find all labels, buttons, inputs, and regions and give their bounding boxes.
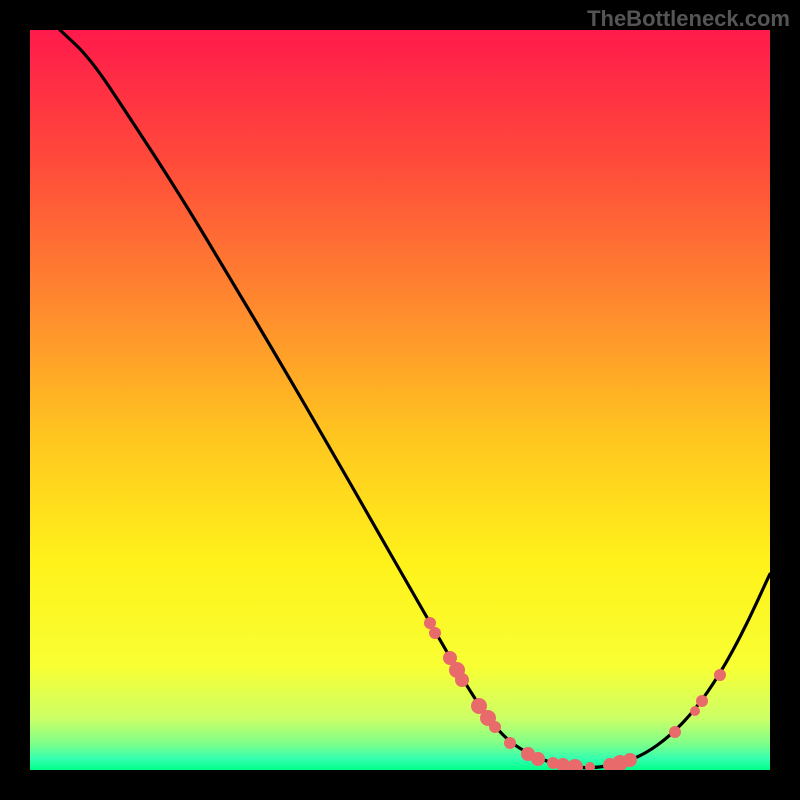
data-point — [429, 627, 441, 639]
data-point — [714, 669, 726, 681]
data-point — [623, 753, 637, 767]
data-point — [567, 759, 583, 775]
data-point — [696, 695, 708, 707]
data-point — [455, 673, 469, 687]
plot-background — [30, 30, 770, 770]
data-point — [585, 762, 595, 772]
plot-svg — [0, 0, 800, 800]
data-point — [531, 752, 545, 766]
data-point — [489, 721, 501, 733]
data-point — [690, 706, 700, 716]
data-point — [504, 737, 516, 749]
data-point — [669, 726, 681, 738]
watermark-label: TheBottleneck.com — [587, 6, 790, 32]
chart-container: TheBottleneck.com — [0, 0, 800, 800]
